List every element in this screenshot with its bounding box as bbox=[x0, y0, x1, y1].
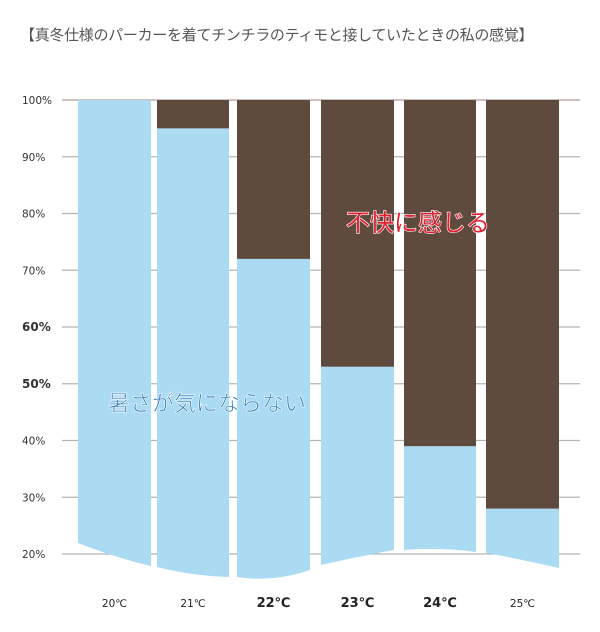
bar-uncomfortable bbox=[486, 100, 559, 509]
y-tick-label: 80% bbox=[22, 209, 45, 221]
bar-uncomfortable bbox=[404, 100, 476, 447]
bar-comfortable bbox=[157, 128, 229, 577]
bar-uncomfortable bbox=[237, 100, 310, 259]
series-label-comfortable: 暑さが気にならない bbox=[108, 392, 306, 417]
y-tick-label: 30% bbox=[22, 492, 45, 504]
x-tick-label: 24℃ bbox=[423, 596, 457, 611]
x-tick-label: 22℃ bbox=[257, 596, 291, 611]
x-tick-label: 21℃ bbox=[180, 598, 205, 610]
y-tick-label: 50% bbox=[22, 377, 51, 391]
bar-comfortable bbox=[404, 446, 476, 552]
bar-comfortable bbox=[321, 366, 394, 565]
y-tick-label: 70% bbox=[22, 265, 45, 277]
x-tick-label: 23℃ bbox=[341, 596, 375, 611]
y-tick-label: 20% bbox=[22, 549, 45, 561]
bar-comfortable bbox=[486, 508, 559, 568]
y-tick-label: 40% bbox=[22, 436, 45, 448]
x-tick-label: 25℃ bbox=[510, 598, 535, 610]
bar-uncomfortable bbox=[157, 100, 229, 129]
bar-uncomfortable bbox=[321, 100, 394, 367]
y-tick-label: 90% bbox=[22, 152, 45, 164]
y-tick-label: 100% bbox=[22, 95, 52, 107]
bar-comfortable bbox=[78, 100, 151, 566]
chart-title: 【真冬仕様のパーカーを着てチンチラのティモと接していたときの私の感覚】 bbox=[20, 26, 534, 44]
y-tick-label: 60% bbox=[22, 320, 51, 334]
bar-comfortable bbox=[237, 258, 310, 579]
x-tick-label: 20℃ bbox=[102, 598, 127, 610]
series-label-uncomfortable: 不快に感じる bbox=[346, 209, 490, 237]
